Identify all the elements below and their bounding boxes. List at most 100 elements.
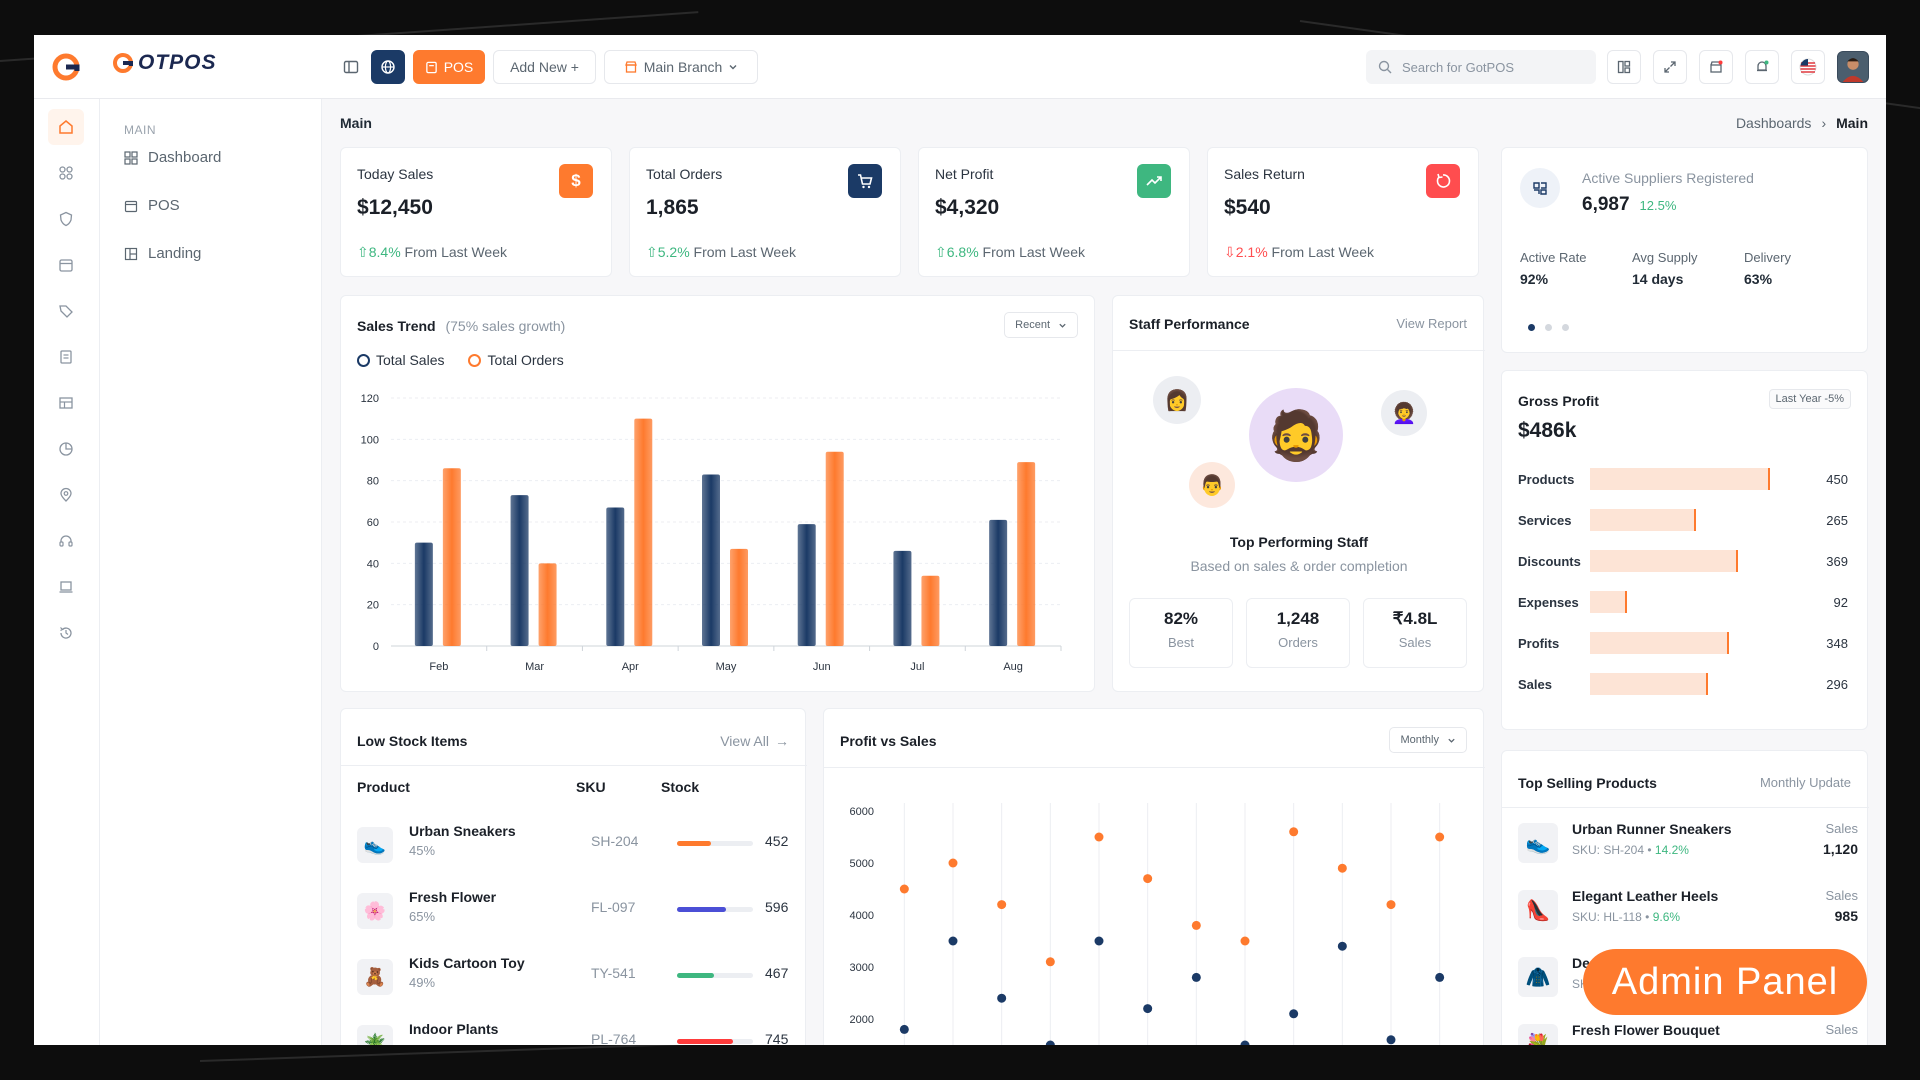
sidebar-item-dashboard[interactable]: Dashboard [124,149,221,166]
profit-point[interactable] [899,884,909,894]
language-button[interactable] [371,50,405,84]
bar[interactable] [538,563,557,646]
sales-point[interactable] [1435,972,1445,982]
nav-support[interactable] [48,523,84,559]
profit-point[interactable] [1435,832,1445,842]
profit-point[interactable] [1240,936,1250,946]
kpi-value: $4,320 [935,196,1000,219]
legend-total-orders[interactable]: Total Orders [468,352,564,368]
bar[interactable] [921,575,940,646]
view-report-link[interactable]: View Report [1396,316,1467,331]
product-percent: 45% [409,843,436,858]
pos-button[interactable]: POS [413,50,485,84]
add-new-button[interactable]: Add New + [493,50,596,84]
kpi-trend-value: 6.8% [946,244,979,260]
bar[interactable] [414,542,433,646]
notifications-button[interactable] [1745,50,1779,84]
staff-avatar-top[interactable]: 🧔 [1249,388,1343,482]
profit-point[interactable] [1289,827,1299,837]
nav-history[interactable] [48,615,84,651]
view-all-link[interactable]: View All → [720,733,789,749]
cart-notification-button[interactable] [1699,50,1733,84]
bar[interactable] [797,524,816,646]
search-input[interactable]: Search for GotPOS [1366,50,1596,84]
product-sku: SKU: HL-118 [1572,910,1642,924]
user-avatar[interactable] [1837,51,1869,83]
nav-location[interactable] [48,477,84,513]
recent-filter-label: Recent [1015,319,1050,331]
nav-documents[interactable] [48,339,84,375]
nav-laptop[interactable] [48,569,84,605]
staff-performance-card: Staff Performance View Report 👩 🧔 👩‍🦱 👨 … [1112,295,1485,692]
sales-point[interactable] [1386,1035,1396,1045]
low-stock-card: Low Stock Items View All → Product SKU S… [340,708,807,1045]
profit-point[interactable] [997,900,1007,910]
table-row[interactable]: 🧸 Kids Cartoon Toy 49% TY-541 467 [357,951,788,1005]
bar[interactable] [606,507,625,646]
sales-point[interactable] [1143,1004,1153,1014]
carousel-dot[interactable] [1545,324,1552,331]
bar[interactable] [702,474,720,646]
sales-point[interactable] [1045,1040,1055,1046]
nav-reports[interactable] [48,431,84,467]
nav-calendar[interactable] [48,247,84,283]
branch-select[interactable]: Main Branch [604,50,758,84]
staff-avatar-small[interactable]: 👩‍🦱 [1381,390,1427,436]
carousel-dot-active[interactable] [1528,324,1535,331]
sales-point[interactable] [1191,972,1201,982]
monthly-filter-dropdown[interactable]: Monthly [1389,727,1467,753]
apps-button[interactable] [1607,50,1641,84]
gross-profit-track [1590,632,1790,654]
sales-point[interactable] [899,1024,909,1034]
bar[interactable] [634,418,653,646]
bar[interactable] [893,550,912,646]
sales-point[interactable] [1289,1009,1299,1019]
breadcrumb-link[interactable]: Dashboards [1735,115,1812,131]
profit-point[interactable] [1143,874,1153,884]
table-row[interactable]: 🌸 Fresh Flower 65% FL-097 596 [357,885,788,939]
sales-point[interactable] [1094,936,1104,946]
carousel-dot[interactable] [1562,324,1569,331]
nav-table[interactable] [48,385,84,421]
bar[interactable] [730,548,748,646]
bar[interactable] [442,468,461,646]
carousel-dots[interactable] [1528,324,1569,331]
profit-vs-sales-title: Profit vs Sales [840,733,937,749]
sidebar-item-pos[interactable]: POS [124,197,180,214]
nav-tags[interactable] [48,293,84,329]
monthly-update-link[interactable]: Monthly Update [1759,775,1851,790]
list-item[interactable]: 💐 Fresh Flower Bouquet Sales [1518,1020,1858,1045]
bar[interactable] [510,495,529,646]
sales-point[interactable] [1240,1040,1250,1046]
sales-point[interactable] [948,936,958,946]
legend-total-sales[interactable]: Total Sales [357,352,444,368]
profit-point[interactable] [948,858,958,868]
list-item[interactable]: 👠 Elegant Leather Heels SKU: HL-118 • 9.6%… [1518,886,1858,934]
suppliers-value-row: 6,987 12.5% [1582,194,1676,216]
nav-home[interactable] [48,109,84,145]
nav-apps[interactable] [48,155,84,191]
profit-point[interactable] [1094,832,1104,842]
sales-point[interactable] [1337,941,1347,951]
sidebar-item-landing[interactable]: Landing [124,245,201,262]
fullscreen-button[interactable] [1653,50,1687,84]
bar[interactable] [1017,462,1036,646]
profit-point[interactable] [1191,920,1201,930]
list-item[interactable]: 🧥 De SK [1518,953,1858,1001]
table-row[interactable]: 🪴 Indoor Plants PL-764 745 [357,1017,788,1045]
bar[interactable] [825,451,844,646]
staff-avatar-small[interactable]: 👨 [1189,462,1235,508]
brand-logo[interactable]: OTPOS [112,51,217,75]
recent-filter-dropdown[interactable]: Recent [1004,312,1078,338]
list-item[interactable]: 👟 Urban Runner Sneakers SKU: SH-204 • 14.2… [1518,819,1858,867]
sidebar-toggle-button[interactable] [334,50,368,84]
profit-point[interactable] [1045,957,1055,967]
table-row[interactable]: 👟 Urban Sneakers 45% SH-204 452 [357,819,788,873]
flag-language-button[interactable] [1791,50,1825,84]
staff-avatar-small[interactable]: 👩 [1153,376,1201,424]
profit-point[interactable] [1386,900,1396,910]
profit-point[interactable] [1337,863,1347,873]
nav-security[interactable] [48,201,84,237]
bar[interactable] [989,519,1008,646]
sales-point[interactable] [997,993,1007,1003]
